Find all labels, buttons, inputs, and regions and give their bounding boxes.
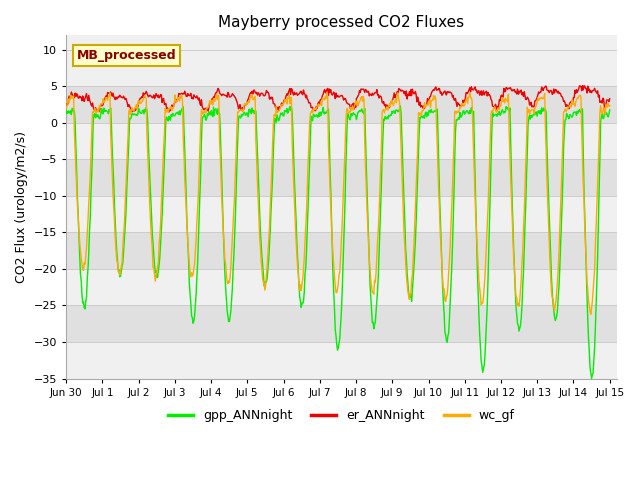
Title: Mayberry processed CO2 Fluxes: Mayberry processed CO2 Fluxes — [218, 15, 465, 30]
Text: MB_processed: MB_processed — [77, 49, 177, 62]
Legend: gpp_ANNnight, er_ANNnight, wc_gf: gpp_ANNnight, er_ANNnight, wc_gf — [163, 404, 520, 427]
Bar — [66, 196, 617, 232]
Bar — [66, 342, 617, 379]
Bar — [66, 269, 617, 305]
Bar — [66, 159, 617, 196]
Y-axis label: CO2 Flux (urology/m2/s): CO2 Flux (urology/m2/s) — [15, 131, 28, 283]
Bar — [66, 50, 617, 86]
Bar — [66, 305, 617, 342]
Bar — [66, 86, 617, 123]
Bar — [66, 123, 617, 159]
Bar — [66, 232, 617, 269]
